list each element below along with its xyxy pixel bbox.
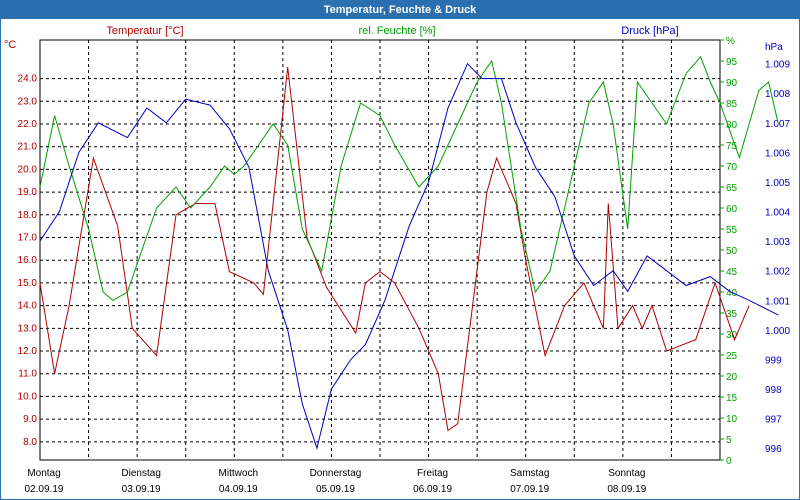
pressure-tick-label: 1.006 [765, 148, 790, 159]
humidity-tick-label: 25 [726, 351, 738, 362]
series-line-temperature [39, 67, 750, 432]
grid [39, 39, 721, 461]
x-tick-day: Donnerstag [310, 468, 362, 479]
humidity-tick-label: 30 [726, 330, 738, 341]
temperature-ticks: 8.0 9.0 10.0 11.0 12.0 13.0 14.0 15.0 16.0 17.0 18… [18, 74, 38, 448]
pressure-tick-label: 1.007 [765, 119, 790, 130]
humidity-tick-label: 15 [726, 393, 738, 404]
pressure-tick-label: 1.001 [765, 296, 790, 307]
humidity-tick-label: 60 [726, 204, 738, 215]
temperature-tick-label: 17.0 [18, 233, 38, 244]
humidity-tick-label: 75 [726, 141, 738, 152]
x-tick-date: 02.09.19 [25, 484, 64, 495]
humidity-tick-label: % [726, 36, 735, 47]
temperature-tick-label: 16.0 [18, 255, 38, 266]
x-tick-date: 07.09.19 [510, 484, 549, 495]
x-tick-day: Freitag [417, 468, 448, 479]
humidity-tick-label: 70 [726, 162, 738, 173]
pressure-axis-title: Druck [hPa] [621, 25, 678, 37]
pressure-tick-label: 1.003 [765, 237, 790, 248]
x-tick-date: 05.09.19 [316, 484, 355, 495]
x-tick-day: Montag [27, 468, 60, 479]
temperature-tick-label: 14.0 [18, 301, 38, 312]
temperature-tick-label: 20.0 [18, 164, 38, 175]
humidity-tick-label: 10 [726, 414, 738, 425]
humidity-tick-label: 50 [726, 246, 738, 257]
pressure-ticks: 996 997 998 999 1.000 1.001 1.002 1.003 1.004 1.0… [765, 42, 790, 455]
pressure-tick-label: 999 [765, 355, 782, 366]
humidity-tick-label: 20 [726, 372, 738, 383]
x-tick-day: Sonntag [608, 468, 645, 479]
humidity-tick-label: 0 [726, 456, 732, 467]
humidity-tick-label: 35 [726, 309, 738, 320]
temperature-tick-label: 21.0 [18, 142, 38, 153]
pressure-tick-label: 1.005 [765, 178, 790, 189]
x-tick-date: 03.09.19 [122, 484, 161, 495]
pressure-tick-label: 1.009 [765, 60, 790, 71]
humidity-tick-label: 55 [726, 225, 738, 236]
temperature-tick-label: 13.0 [18, 323, 38, 334]
pressure-tick-label: 1.004 [765, 208, 790, 219]
x-tick-date: 06.09.19 [413, 484, 452, 495]
temperature-tick-label: 23.0 [18, 96, 38, 107]
humidity-tick-label: 45 [726, 267, 738, 278]
x-tick-date: 08.09.19 [607, 484, 646, 495]
x-tick-day: Dienstag [121, 468, 160, 479]
pressure-tick-label: 1.002 [765, 267, 790, 278]
humidity-tick-label: 85 [726, 99, 738, 110]
pressure-tick-label: 1.000 [765, 326, 790, 337]
temperature-tick-label: 22.0 [18, 119, 38, 130]
x-tick-day: Mittwoch [219, 468, 258, 479]
pressure-tick-label: hPa [765, 42, 783, 53]
temperature-unit-label: °C [4, 39, 16, 51]
pressure-tick-label: 1.008 [765, 89, 790, 100]
temperature-tick-label: 18.0 [18, 210, 38, 221]
x-tick-day: Samstag [510, 468, 549, 479]
temperature-tick-label: 15.0 [18, 278, 38, 289]
temperature-tick-label: 8.0 [23, 437, 37, 448]
window-title: Temperatur, Feuchte & Druck [1, 1, 799, 19]
humidity-tick-label: 95 [726, 57, 738, 68]
temperature-tick-label: 9.0 [23, 414, 37, 425]
temperature-tick-label: 10.0 [18, 391, 38, 402]
series-line-pressure [39, 62, 779, 451]
humidity-ticks: 0 5 10 15 20 25 30 35 40 45 50 55 60 65 70 75 80 85 90 95% [720, 36, 738, 467]
temperature-tick-label: 19.0 [18, 187, 38, 198]
humidity-tick-label: 5 [726, 435, 732, 446]
pressure-tick-label: 996 [765, 444, 782, 455]
temperature-tick-label: 11.0 [18, 369, 37, 380]
humidity-axis-title: rel. Feuchte [%] [358, 25, 435, 37]
humidity-tick-label: 80 [726, 120, 738, 131]
pressure-tick-label: 998 [765, 385, 782, 396]
x-axis-ticks: Montag 02.09.19 Dienstag 03.09.19 Mittwoch 04… [25, 468, 647, 495]
series-lines [39, 55, 779, 451]
temperature-axis-title: Temperatur [°C] [106, 25, 183, 37]
x-tick-date: 04.09.19 [219, 484, 258, 495]
temperature-tick-label: 24.0 [18, 74, 38, 85]
humidity-tick-label: 40 [726, 288, 738, 299]
series-line-humidity [39, 55, 779, 302]
temperature-tick-label: 12.0 [18, 346, 38, 357]
humidity-tick-label: 65 [726, 183, 738, 194]
humidity-tick-label: 90 [726, 78, 738, 89]
pressure-tick-label: 997 [765, 415, 782, 426]
